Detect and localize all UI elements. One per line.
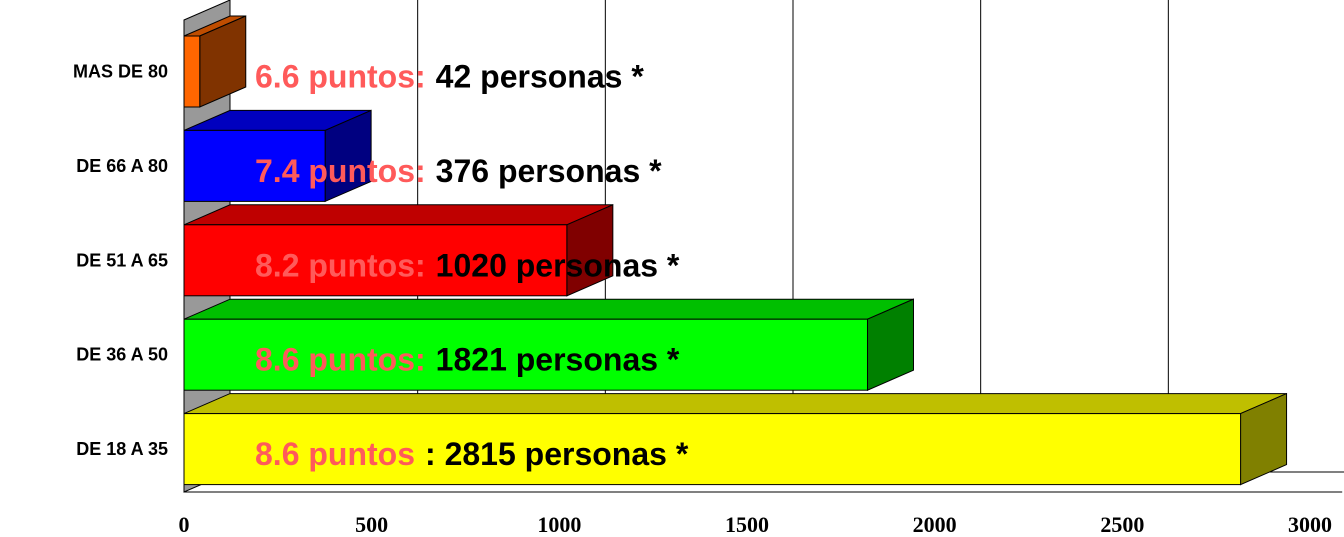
value-label: 376 personas * bbox=[436, 153, 662, 189]
bar-front bbox=[183, 35, 201, 108]
category-label: DE 36 A 50 bbox=[76, 345, 168, 365]
x-tick-label: 1500 bbox=[725, 512, 769, 537]
bar-front bbox=[183, 224, 568, 297]
value-label: 1821 personas * bbox=[436, 342, 680, 378]
value-label: 1020 personas * bbox=[436, 247, 680, 283]
score-label: 6.6 puntos: bbox=[255, 59, 426, 95]
x-tick-label: 500 bbox=[355, 512, 388, 537]
x-tick-label: 0 bbox=[179, 512, 190, 537]
score-label: 8.6 puntos bbox=[255, 436, 415, 472]
annotation: 8.2 puntos: 1020 personas * bbox=[255, 247, 680, 283]
value-label: : 2815 personas * bbox=[425, 436, 689, 472]
bar-top bbox=[183, 393, 1287, 415]
bar bbox=[183, 15, 247, 108]
score-label: 8.6 puntos: bbox=[255, 342, 426, 378]
x-tick-label: 2500 bbox=[1100, 512, 1144, 537]
score-label: 7.4 puntos: bbox=[255, 153, 426, 189]
category-label: DE 51 A 65 bbox=[76, 250, 168, 270]
bar-front bbox=[183, 318, 868, 391]
annotation: 8.6 puntos : 2815 personas * bbox=[255, 436, 689, 472]
x-tick-label: 3000 bbox=[1288, 512, 1332, 537]
category-label: MAS DE 80 bbox=[73, 62, 168, 82]
category-label: DE 18 A 35 bbox=[76, 439, 168, 459]
annotation: 8.6 puntos: 1821 personas * bbox=[255, 342, 680, 378]
x-tick-label: 2000 bbox=[913, 512, 957, 537]
bar-top bbox=[183, 298, 914, 320]
bar-front bbox=[183, 413, 1242, 486]
annotation: 7.4 puntos: 376 personas * bbox=[255, 153, 662, 189]
annotation: 6.6 puntos: 42 personas * bbox=[255, 59, 644, 95]
value-label: 42 personas * bbox=[436, 59, 645, 95]
x-tick-label: 1000 bbox=[537, 512, 581, 537]
bar-front bbox=[183, 129, 326, 202]
bar bbox=[183, 204, 614, 297]
bar bbox=[183, 392, 1288, 486]
score-label: 8.2 puntos: bbox=[255, 247, 426, 283]
bar-top bbox=[183, 204, 614, 226]
bar bbox=[183, 109, 372, 203]
category-label: DE 66 A 80 bbox=[76, 156, 168, 176]
bar bbox=[183, 298, 914, 391]
